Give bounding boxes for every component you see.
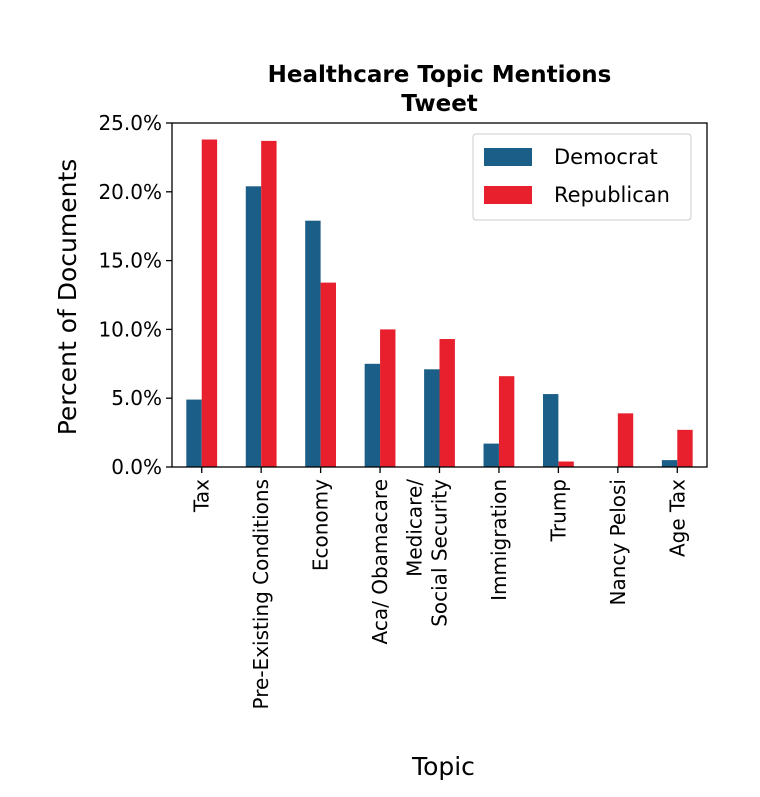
bar	[483, 443, 499, 467]
x-tick-label-line: Aca/ Obamacare	[368, 479, 392, 644]
legend: Democrat Republican	[472, 133, 692, 221]
x-tick-label: Trump	[546, 479, 570, 542]
bar	[380, 329, 396, 467]
x-tick-label: Economy	[309, 479, 333, 571]
bar	[186, 399, 202, 467]
bar	[677, 429, 693, 467]
bar	[498, 376, 515, 467]
x-tick-label-line: Medicare/	[403, 479, 427, 577]
x-axis: Tax Pre-Existing Conditions Economy Aca/ Ob…	[190, 467, 689, 709]
x-tick-label: Medicare/Social Security	[403, 479, 452, 627]
chart-title-line: Tweet	[401, 91, 478, 117]
bar	[439, 339, 455, 467]
x-tick-label-line: Immigration	[487, 479, 511, 601]
x-tick-label-line: Trump	[546, 479, 570, 542]
y-axis-label: Percent of Documents	[53, 159, 82, 436]
bar	[320, 282, 337, 467]
x-tick-label: Tax	[190, 479, 214, 513]
bar	[364, 363, 381, 467]
legend-label: Democrat	[554, 145, 658, 169]
bar	[305, 220, 321, 467]
x-tick-label: Age Tax	[665, 479, 689, 557]
chart-title-line: Healthcare Topic Mentions	[268, 62, 612, 88]
bar	[661, 460, 678, 467]
bar	[261, 140, 277, 467]
chart-title: Healthcare Topic Mentions Tweet	[268, 62, 612, 117]
y-tick-label: 0.0%	[111, 455, 162, 479]
legend-swatch	[484, 148, 532, 166]
x-axis-label: Topic	[411, 752, 475, 781]
x-tick-label-line: Nancy Pelosi	[606, 479, 630, 606]
y-tick-label: 5.0%	[111, 386, 162, 410]
bar	[424, 369, 440, 467]
legend-label: Republican	[554, 183, 670, 207]
y-axis: 0.0% 5.0% 10.0% 15.0% 20.0% 25.0%	[98, 111, 172, 479]
bars	[186, 139, 693, 468]
x-tick-label: Immigration	[487, 479, 511, 601]
x-tick-label-line: Economy	[309, 479, 333, 571]
y-tick-label: 15.0%	[98, 249, 162, 273]
x-tick-label: Aca/ Obamacare	[368, 479, 392, 644]
y-tick-label: 20.0%	[98, 180, 162, 204]
x-tick-label-line: Tax	[190, 479, 214, 513]
x-tick-label: Pre-Existing Conditions	[249, 479, 273, 709]
x-tick-label-line: Age Tax	[665, 479, 689, 557]
legend-swatch	[484, 186, 532, 204]
y-tick-label: 10.0%	[98, 317, 162, 341]
bar	[542, 394, 559, 467]
x-tick-label-line: Social Security	[428, 479, 452, 627]
bar	[245, 186, 262, 468]
x-tick-label-line: Pre-Existing Conditions	[249, 479, 273, 709]
bar	[617, 413, 634, 467]
bar	[558, 461, 574, 467]
x-tick-label: Nancy Pelosi	[606, 479, 630, 606]
y-tick-label: 25.0%	[98, 111, 162, 135]
bar	[201, 139, 218, 467]
